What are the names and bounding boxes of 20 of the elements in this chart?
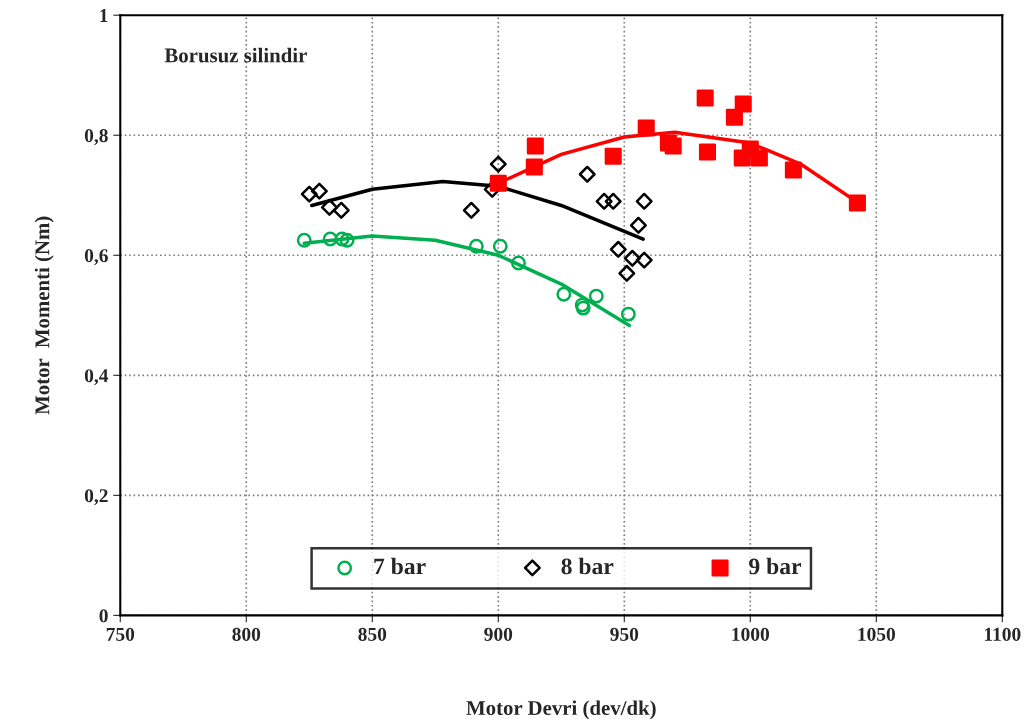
x-tick-label: 1000 xyxy=(732,627,769,641)
x-tick-label: 800 xyxy=(232,627,261,641)
y-tick-label: 1 xyxy=(100,9,108,22)
x-tick-label: 850 xyxy=(358,627,387,641)
legend-label: 9 bar xyxy=(749,557,802,575)
y-tick-label: 0,4 xyxy=(84,369,109,386)
x-axis-title: Motor Devri (dev/dk) xyxy=(466,700,656,720)
annotation: Borusuz silindir xyxy=(164,47,307,63)
y-tick-label: 0,8 xyxy=(84,129,108,145)
x-tick-label: 750 xyxy=(106,627,135,641)
y-axis-title: Motor Momenti (Nm) xyxy=(34,216,54,415)
y-tick-label: 0,2 xyxy=(84,489,108,506)
x-tick-label: 950 xyxy=(610,627,639,641)
x-tick-label: 1050 xyxy=(858,627,895,641)
x-tick-label: 900 xyxy=(484,627,513,641)
legend-label: 8 bar xyxy=(561,557,614,575)
y-tick-label: 0 xyxy=(99,609,108,623)
y-tick-label: 0,6 xyxy=(84,249,108,266)
x-tick-label: 1100 xyxy=(984,627,1021,641)
legend-label: 7 bar xyxy=(374,557,426,575)
